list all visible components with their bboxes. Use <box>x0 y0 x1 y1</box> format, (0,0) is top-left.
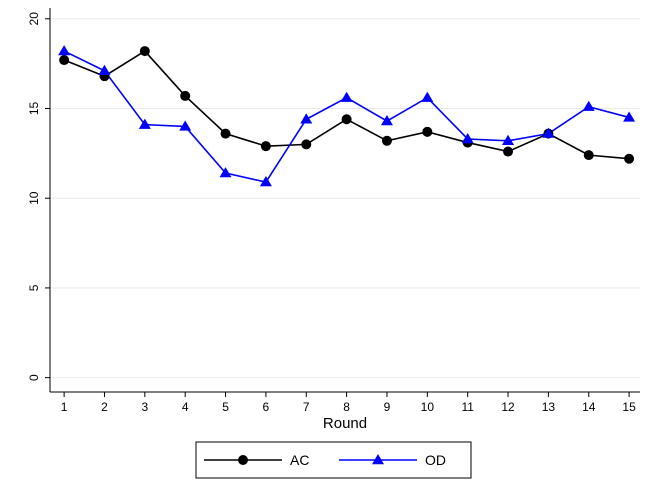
y-tick-label: 20 <box>27 12 41 26</box>
legend-marker <box>372 454 384 465</box>
data-point <box>98 64 111 76</box>
data-point <box>381 135 392 146</box>
x-tick-label: 3 <box>141 400 148 414</box>
data-point <box>624 153 635 164</box>
y-tick-label: 0 <box>27 374 41 381</box>
x-tick-label: 14 <box>582 400 596 414</box>
data-point <box>542 127 555 138</box>
data-point <box>301 139 312 150</box>
x-tick-label: 13 <box>542 400 556 414</box>
legend-label: OD <box>425 452 446 468</box>
data-point <box>461 132 474 144</box>
data-point <box>623 111 636 122</box>
x-tick-label: 9 <box>384 400 391 414</box>
x-tick-label: 5 <box>222 400 229 414</box>
data-point <box>59 55 70 66</box>
data-point <box>138 118 151 129</box>
data-point <box>421 91 434 102</box>
x-tick-label: 15 <box>622 400 636 414</box>
data-point <box>583 150 594 161</box>
data-point <box>502 134 515 145</box>
x-tick-label: 1 <box>61 400 68 414</box>
data-point <box>341 114 352 125</box>
data-point <box>300 113 313 124</box>
legend-marker <box>238 455 248 465</box>
data-point <box>139 46 150 57</box>
x-tick-label: 8 <box>343 400 350 414</box>
data-point <box>260 141 271 152</box>
data-point <box>219 167 232 178</box>
x-tick-label: 6 <box>263 400 270 414</box>
x-tick-label: 11 <box>461 400 474 414</box>
data-point <box>58 45 71 56</box>
data-point <box>503 146 514 157</box>
x-tick-label: 2 <box>101 400 108 414</box>
data-point <box>380 115 393 126</box>
data-point <box>180 90 191 101</box>
data-point <box>220 128 231 139</box>
x-axis-label: Round <box>323 415 367 432</box>
legend-box <box>195 441 472 479</box>
legend-label: AC <box>290 452 309 468</box>
x-tick-label: 4 <box>182 400 189 414</box>
y-tick-label: 10 <box>27 191 41 205</box>
y-tick-label: 5 <box>27 284 41 291</box>
data-point <box>340 91 353 102</box>
data-point <box>582 100 595 111</box>
y-tick-label: 15 <box>27 101 41 115</box>
data-point <box>179 120 192 131</box>
x-tick-label: 12 <box>501 400 515 414</box>
series-line <box>63 50 630 160</box>
data-point <box>422 126 433 137</box>
x-tick-label: 7 <box>303 400 310 414</box>
data-point <box>259 176 272 187</box>
x-tick-label: 10 <box>421 400 435 414</box>
